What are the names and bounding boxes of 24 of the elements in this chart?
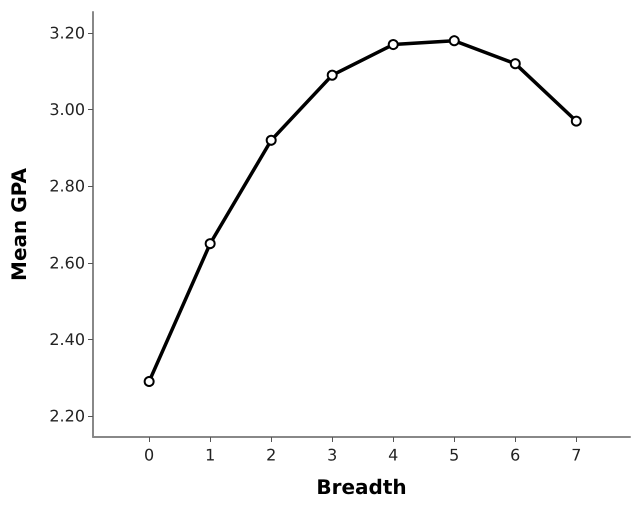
x-tick-label: 7 — [571, 446, 582, 464]
point — [570, 116, 582, 127]
x-tick-label: 3 — [327, 446, 338, 464]
point — [388, 39, 399, 50]
point — [204, 238, 216, 250]
y-tick-label: 2.80 — [49, 176, 85, 196]
x-tick-label: 2 — [266, 446, 276, 464]
y-tick-label: 2.60 — [49, 253, 85, 272]
point — [510, 58, 521, 70]
point — [144, 376, 155, 387]
x-tick-label: 1 — [205, 446, 216, 464]
point — [448, 35, 460, 46]
y-tick-label: 2.20 — [49, 406, 85, 426]
x-tick-label: 5 — [449, 446, 460, 464]
x-axis-title: Breadth — [316, 475, 407, 499]
x-tick-label: 0 — [144, 446, 154, 464]
point — [326, 70, 338, 81]
x-tick-label: 6 — [510, 446, 520, 464]
y-tick-label: 3.20 — [49, 24, 85, 43]
y-tick-label: 3.00 — [49, 100, 85, 120]
point — [266, 134, 277, 146]
x-tick-label: 4 — [388, 446, 398, 464]
y-tick-label: 2.40 — [49, 330, 85, 349]
y-axis-title: Mean GPA — [7, 168, 31, 281]
